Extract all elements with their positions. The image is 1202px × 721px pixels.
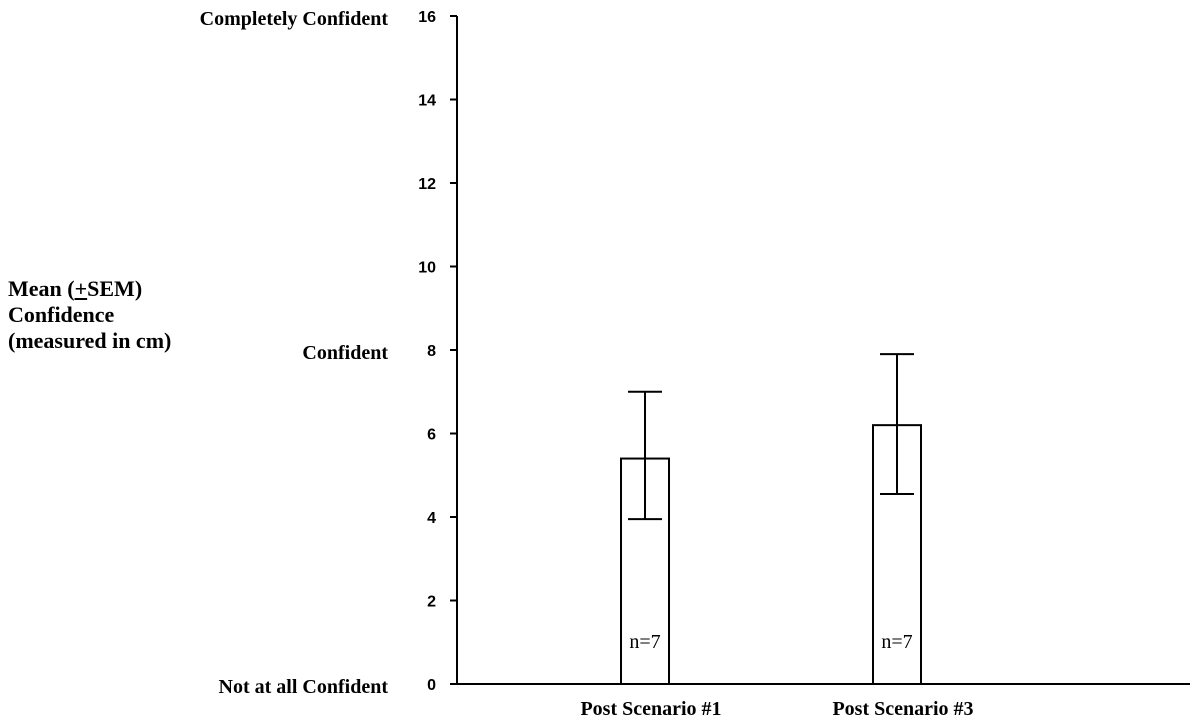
- axes: [456, 16, 1190, 685]
- anchor-label: Not at all Confident: [219, 676, 389, 698]
- bar-n-label: n=7: [881, 631, 912, 653]
- y-tick-label: 8: [427, 343, 436, 360]
- y-tick-label: 0: [427, 677, 436, 694]
- y-axis-label-suffix: SEM): [87, 276, 143, 301]
- y-tick-label: 6: [427, 427, 436, 444]
- bars: n=7 n=7: [620, 353, 922, 685]
- y-axis-label-prefix: Mean (: [8, 276, 75, 301]
- y-axis-label-plusminus: +: [74, 276, 88, 301]
- y-tick-label: 16: [418, 9, 436, 26]
- anchor-label: Completely Confident: [200, 8, 389, 30]
- anchor-labels: Completely Confident Confident Not at all …: [200, 8, 389, 698]
- y-axis-label-line2: Confidence: [8, 301, 115, 327]
- y-axis-label-line1: Mean (+SEM): [8, 276, 171, 302]
- y-axis-label-line3: (measured in cm): [8, 327, 172, 353]
- y-axis-label: Mean (+SEM) Confidence (measured in cm): [8, 276, 171, 354]
- y-tick-label: 2: [427, 594, 436, 611]
- y-tick-label: 4: [427, 510, 436, 527]
- y-tick-label: 14: [418, 93, 436, 110]
- y-tick-label: 12: [418, 176, 436, 193]
- anchor-label: Confident: [302, 342, 388, 364]
- x-tick-label: Post Scenario #3: [832, 698, 973, 720]
- x-tick-labels: Post Scenario #1 Post Scenario #3: [580, 698, 973, 720]
- x-tick-label: Post Scenario #1: [580, 698, 721, 720]
- y-ticks: 0 2 4 6 8 10 12 14 16: [418, 9, 457, 694]
- y-tick-label: 10: [418, 260, 436, 277]
- bar-n-label: n=7: [629, 631, 660, 653]
